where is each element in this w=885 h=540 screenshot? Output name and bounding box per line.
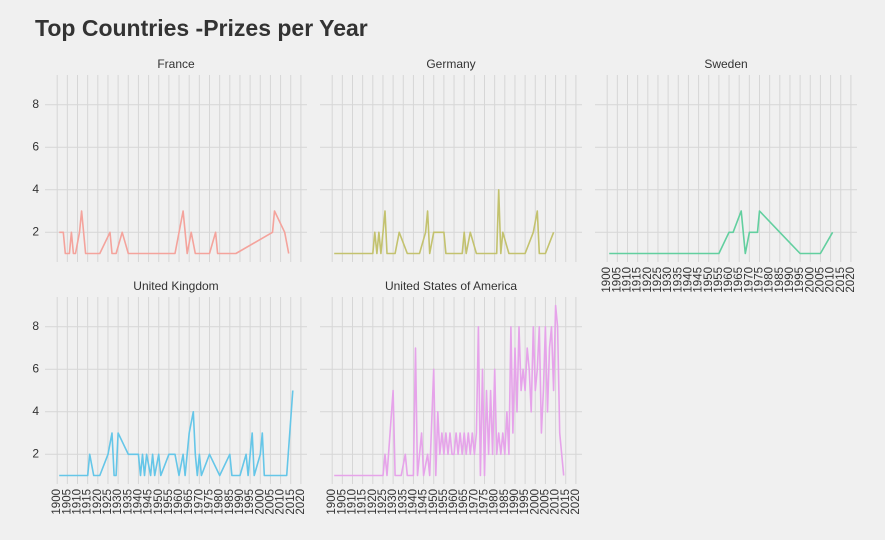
- x-tick-label: 1910: [347, 489, 359, 515]
- data-line: [609, 210, 834, 255]
- y-tick-label: 6: [32, 361, 39, 375]
- y-tick-label: 8: [32, 97, 39, 111]
- x-tick-label: 1950: [428, 489, 440, 515]
- x-tick-label: 2020: [570, 489, 582, 515]
- x-tick-label: 2000: [254, 489, 266, 515]
- y-tick-label: 2: [32, 446, 39, 460]
- data-line: [59, 390, 294, 477]
- facet-title: United Kingdom: [133, 279, 218, 293]
- y-tick-label: 2: [32, 224, 39, 238]
- x-tick-label: 1915: [632, 267, 644, 293]
- data-line: [59, 210, 290, 255]
- x-tick-label: 1970: [468, 489, 480, 515]
- x-tick-label: 1975: [754, 267, 766, 293]
- x-tick-label: 2010: [550, 489, 562, 515]
- x-tick-label: 1940: [407, 489, 419, 515]
- x-tick-label: 1970: [193, 489, 205, 515]
- x-tick-label: 1975: [479, 489, 491, 515]
- x-tick-label: 1995: [244, 489, 256, 515]
- x-tick-label: 1960: [173, 489, 185, 515]
- x-tick-label: 1900: [601, 267, 613, 293]
- x-tick-label: 1920: [642, 267, 654, 293]
- x-tick-label: 1920: [92, 489, 104, 515]
- x-tick-label: 1960: [448, 489, 460, 515]
- x-tick-label: 1905: [61, 489, 73, 515]
- x-tick-label: 1945: [143, 489, 155, 515]
- x-tick-label: 1980: [764, 267, 776, 293]
- x-tick-label: 2000: [529, 489, 541, 515]
- x-tick-label: 2005: [264, 489, 276, 515]
- x-tick-label: 1925: [377, 489, 389, 515]
- x-tick-label: 1995: [519, 489, 531, 515]
- x-tick-label: 1955: [713, 267, 725, 293]
- x-tick-label: 2005: [539, 489, 551, 515]
- x-tick-label: 1905: [611, 267, 623, 293]
- x-tick-label: 1935: [672, 267, 684, 293]
- chart-title: Top Countries -Prizes per Year: [35, 15, 368, 41]
- x-tick-label: 2005: [814, 267, 826, 293]
- x-tick-label: 1900: [326, 489, 338, 515]
- x-tick-label: 2015: [560, 489, 572, 515]
- facet-title: Germany: [426, 57, 475, 71]
- x-tick-label: 1905: [336, 489, 348, 515]
- x-tick-label: 1995: [794, 267, 806, 293]
- x-tick-label: 1990: [509, 489, 521, 515]
- x-tick-label: 1925: [102, 489, 114, 515]
- x-tick-label: 1910: [72, 489, 84, 515]
- x-tick-label: 1900: [51, 489, 63, 515]
- y-tick-label: 6: [32, 139, 39, 153]
- x-tick-label: 1950: [703, 267, 715, 293]
- data-line: [334, 189, 555, 255]
- x-tick-label: 1965: [458, 489, 470, 515]
- data-line: [334, 304, 565, 477]
- x-tick-label: 2010: [275, 489, 287, 515]
- facet-title: France: [157, 57, 195, 71]
- x-tick-label: 2015: [285, 489, 297, 515]
- y-tick-label: 4: [32, 404, 39, 418]
- x-tick-label: 1980: [214, 489, 226, 515]
- y-tick-label: 4: [32, 182, 39, 196]
- x-tick-label: 2020: [295, 489, 307, 515]
- x-tick-label: 1985: [499, 489, 511, 515]
- x-tick-label: 2015: [835, 267, 847, 293]
- x-tick-label: 1935: [122, 489, 134, 515]
- x-tick-label: 1970: [743, 267, 755, 293]
- x-tick-label: 1980: [489, 489, 501, 515]
- x-tick-label: 1950: [153, 489, 165, 515]
- x-tick-label: 1915: [357, 489, 369, 515]
- facet-title: United States of America: [385, 279, 517, 293]
- facet-title: Sweden: [704, 57, 747, 71]
- x-tick-label: 1985: [224, 489, 236, 515]
- x-tick-label: 2020: [845, 267, 857, 293]
- x-tick-label: 1920: [367, 489, 379, 515]
- x-tick-label: 1960: [723, 267, 735, 293]
- x-tick-label: 1930: [662, 267, 674, 293]
- x-tick-label: 1945: [693, 267, 705, 293]
- x-tick-label: 2000: [804, 267, 816, 293]
- x-tick-label: 1990: [234, 489, 246, 515]
- x-tick-label: 1915: [82, 489, 94, 515]
- x-tick-label: 1965: [733, 267, 745, 293]
- x-tick-label: 1955: [163, 489, 175, 515]
- x-tick-label: 1940: [132, 489, 144, 515]
- x-tick-label: 1975: [204, 489, 216, 515]
- x-tick-label: 1925: [652, 267, 664, 293]
- x-tick-label: 2010: [825, 267, 837, 293]
- y-tick-label: 8: [32, 319, 39, 333]
- x-tick-label: 1935: [397, 489, 409, 515]
- x-tick-label: 1955: [438, 489, 450, 515]
- x-tick-label: 1985: [774, 267, 786, 293]
- x-tick-label: 1930: [387, 489, 399, 515]
- x-tick-label: 1910: [622, 267, 634, 293]
- x-tick-label: 1930: [112, 489, 124, 515]
- x-tick-label: 1990: [784, 267, 796, 293]
- x-tick-label: 1940: [682, 267, 694, 293]
- x-tick-label: 1945: [418, 489, 430, 515]
- x-tick-label: 1965: [183, 489, 195, 515]
